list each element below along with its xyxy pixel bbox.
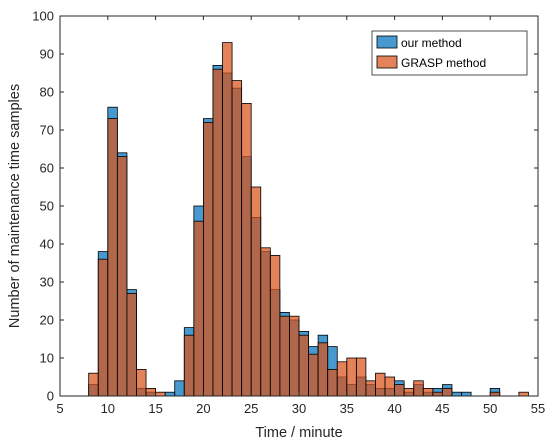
bar-our-method [461, 391, 472, 397]
bar-grasp-method [365, 380, 376, 397]
legend-swatch-our-method [376, 35, 398, 49]
bar-grasp-method [241, 103, 252, 397]
bar-grasp-method [279, 315, 290, 397]
bar-our-method [451, 391, 462, 397]
x-tick-label: 35 [340, 401, 354, 416]
bar-grasp-method [289, 315, 300, 397]
x-tick-label: 20 [196, 401, 210, 416]
bar-grasp-method [346, 357, 357, 397]
bar-grasp-method [413, 380, 424, 397]
bar-grasp-method [222, 42, 233, 397]
y-tick-label: 60 [40, 161, 54, 176]
x-tick-label: 10 [101, 401, 115, 416]
bar-grasp-method [260, 247, 271, 397]
bar-grasp-method [403, 387, 415, 397]
bar-grasp-method [336, 361, 348, 397]
ticks-layer: 5 10 15 20 25 30 35 40 45 50 55 0 10 20 30 40 50 60 70 80 90… [32, 9, 545, 417]
bar-grasp-method [518, 391, 529, 397]
x-tick-label: 30 [292, 401, 306, 416]
y-axis-title: Number of maintenance time samples [7, 84, 23, 328]
bar-grasp-method [155, 391, 166, 397]
bar-grasp-method [422, 387, 434, 397]
y-tick-label: 10 [40, 351, 54, 366]
x-tick-label: 45 [435, 401, 449, 416]
legend: our method GRASP method [371, 30, 528, 76]
bar-grasp-method [432, 391, 443, 397]
bar-grasp-method [489, 391, 501, 397]
bar-grasp-method [88, 372, 99, 397]
legend-swatch-grasp-method [376, 55, 398, 69]
y-tick-label: 20 [40, 313, 54, 328]
legend-box [371, 30, 528, 76]
bar-grasp-method [327, 368, 338, 397]
bar-grasp-method [355, 357, 367, 397]
x-tick-label: 25 [244, 401, 258, 416]
bar-grasp-method [136, 368, 147, 397]
y-tick-label: 0 [47, 389, 54, 404]
bar-our-method [174, 380, 185, 397]
bar-grasp-method [317, 342, 329, 397]
y-tick-label: 90 [40, 47, 54, 62]
legend-label-grasp-method: GRASP method [401, 56, 486, 70]
bar-grasp-method [394, 384, 405, 397]
bar-grasp-method [250, 186, 262, 397]
bar-grasp-method [269, 254, 281, 397]
x-tick-label: 55 [531, 401, 545, 416]
bar-grasp-method [231, 80, 243, 397]
y-tick-label: 80 [40, 85, 54, 100]
bar-grasp-method [97, 258, 109, 397]
bar-grasp-method [193, 220, 204, 397]
x-tick-label: 15 [148, 401, 162, 416]
bar-grasp-method [145, 387, 156, 397]
x-tick-label: 5 [56, 401, 63, 416]
y-tick-label: 40 [40, 237, 54, 252]
bar-grasp-method [308, 353, 319, 397]
bar-grasp-method [107, 118, 118, 397]
bar-grasp-method [212, 68, 223, 397]
bar-grasp-method [298, 334, 309, 397]
y-tick-label: 30 [40, 275, 54, 290]
y-tick-label: 100 [32, 9, 54, 24]
x-tick-label: 40 [387, 401, 401, 416]
bar-grasp-method [375, 372, 386, 397]
bar-grasp-method [384, 376, 396, 397]
x-tick-label: 50 [483, 401, 497, 416]
bar-grasp-method [116, 156, 128, 397]
y-tick-label: 70 [40, 123, 54, 138]
y-tick-label: 50 [40, 199, 54, 214]
legend-label-our-method: our method [401, 36, 462, 50]
bar-grasp-method [441, 387, 453, 397]
bar-grasp-method [183, 334, 195, 397]
bar-our-method [164, 391, 176, 397]
bar-grasp-method [202, 122, 214, 397]
x-axis-title: Time / minute [255, 425, 342, 441]
bar-grasp-method [126, 292, 137, 397]
